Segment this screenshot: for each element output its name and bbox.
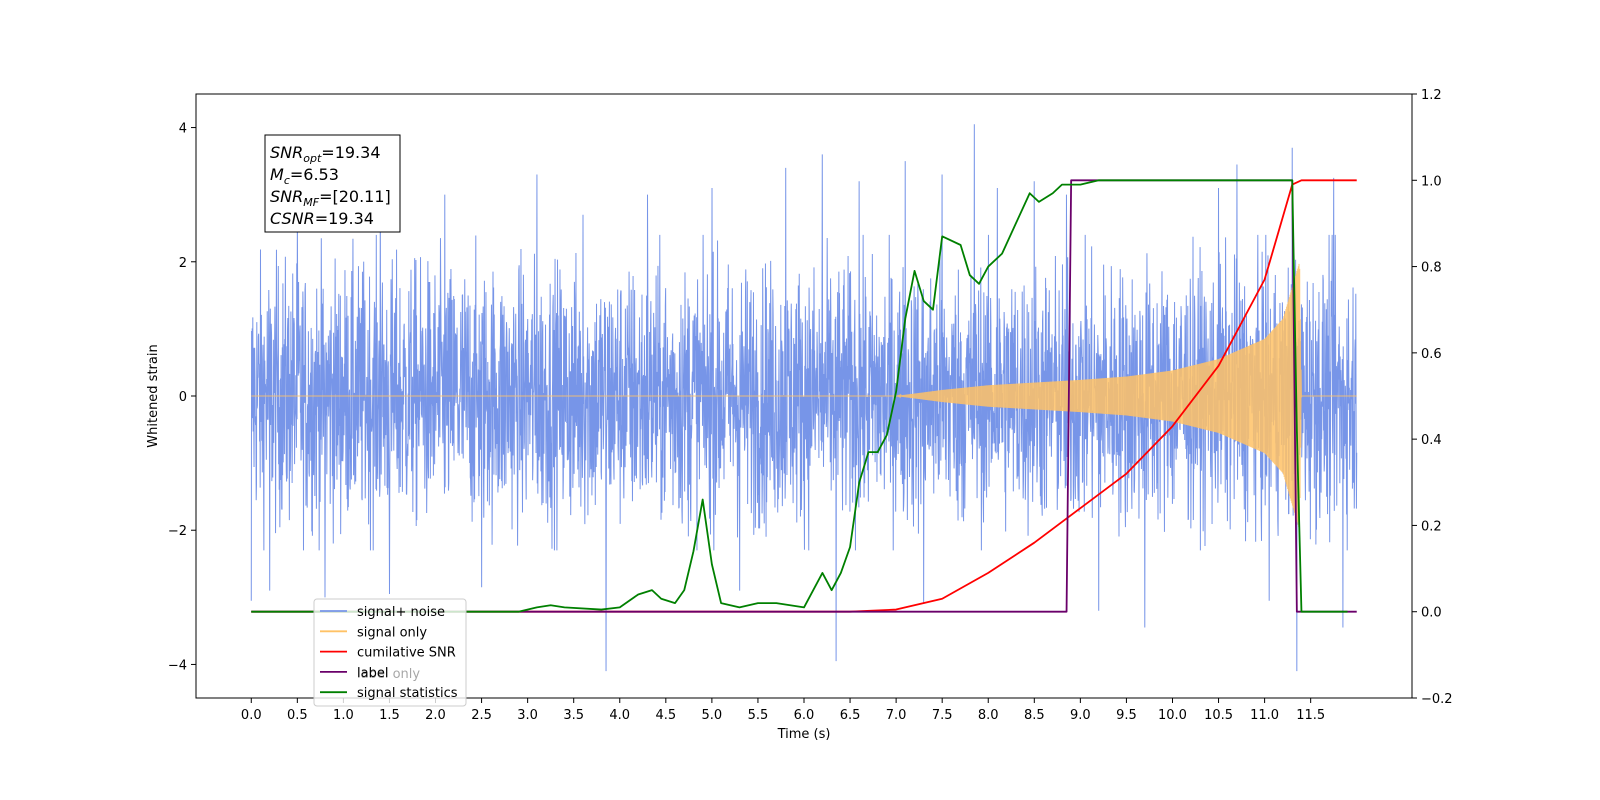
plot-area	[250, 124, 1358, 672]
annotation-line: SNRMF=[20.11]	[270, 187, 391, 209]
y-tick-label: 4	[179, 122, 187, 137]
annotation-line: SNRopt=19.34	[270, 143, 381, 165]
series-signal-statistics	[251, 179, 1348, 613]
x-tick-label: 8.5	[1024, 708, 1045, 723]
x-tick-label: 8.0	[978, 708, 999, 723]
y2-tick-label: 0.6	[1421, 347, 1442, 362]
x-tick-label: 1.0	[333, 708, 354, 723]
legend-label: signal+ noise	[357, 605, 445, 620]
y2-tick-label: 0.2	[1421, 519, 1442, 534]
annotation-line: Mc=6.53	[270, 165, 339, 187]
left-y-axis: −4 −2 0 2 4	[168, 122, 196, 673]
x-tick-label: 1.5	[379, 708, 400, 723]
x-axis: 0.0 0.5 1.0 1.5 2.0 2.5 3.0 3.5 4.0 4.5 5.0 5.5 6.0 6…	[241, 698, 1325, 723]
x-tick-label: 7.0	[886, 708, 907, 723]
legend-hidden-label: label only	[357, 667, 420, 682]
x-tick-label: 11.0	[1250, 708, 1279, 723]
y2-tick-label: 0.0	[1421, 606, 1442, 621]
snr-annotation-box: SNRopt=19.34Mc=6.53SNRMF=[20.11]CSNR=19.…	[264, 134, 401, 233]
x-tick-label: 10.0	[1158, 708, 1187, 723]
y2-tick-label: −0.2	[1421, 692, 1453, 707]
y-tick-label: −2	[168, 524, 187, 539]
y-tick-label: 0	[179, 390, 187, 405]
x-tick-label: 2.5	[471, 708, 492, 723]
x-tick-label: 11.5	[1296, 708, 1325, 723]
series-signal-only	[251, 263, 1357, 530]
x-tick-label: 4.5	[655, 708, 676, 723]
x-tick-label: 9.5	[1116, 708, 1137, 723]
annotation-box	[264, 134, 401, 233]
x-tick-label: 0.5	[287, 708, 308, 723]
y-tick-label: 2	[179, 256, 187, 271]
y2-tick-label: 0.8	[1421, 261, 1442, 276]
y2-tick-label: 1.0	[1421, 174, 1442, 189]
legend-label: signal only	[357, 625, 427, 640]
x-tick-label: 3.5	[563, 708, 584, 723]
annotation-line: CSNR=19.34	[270, 209, 374, 228]
x-tick-label: 0.0	[241, 708, 262, 723]
x-tick-label: 10.5	[1204, 708, 1233, 723]
y-axis-label: Whitened strain	[146, 344, 161, 447]
legend-label: signal statistics	[357, 686, 458, 701]
x-tick-label: 5.0	[702, 708, 723, 723]
x-tick-label: 9.0	[1070, 708, 1091, 723]
y2-tick-label: 1.2	[1421, 88, 1442, 103]
x-tick-label: 4.0	[609, 708, 630, 723]
right-y-axis: −0.2 0.0 0.2 0.4 0.6 0.8 1.0 1.2	[1412, 88, 1453, 707]
x-axis-label: Time (s)	[777, 727, 831, 742]
x-tick-label: 7.5	[932, 708, 953, 723]
y-tick-label: −4	[168, 658, 187, 673]
x-tick-label: 3.0	[517, 708, 538, 723]
x-tick-label: 5.5	[748, 708, 769, 723]
series-cumilative-snr	[251, 179, 1357, 613]
legend-label: cumilative SNR	[357, 646, 456, 661]
legend-box	[313, 598, 467, 707]
series-signal-noise	[250, 124, 1358, 672]
x-tick-label: 6.0	[794, 708, 815, 723]
y2-tick-label: 0.4	[1421, 433, 1442, 448]
x-tick-label: 2.0	[425, 708, 446, 723]
legend-label: label	[357, 666, 388, 681]
x-tick-label: 6.5	[840, 708, 861, 723]
legend: label only signal+ noise signal only cumila…	[313, 598, 467, 707]
